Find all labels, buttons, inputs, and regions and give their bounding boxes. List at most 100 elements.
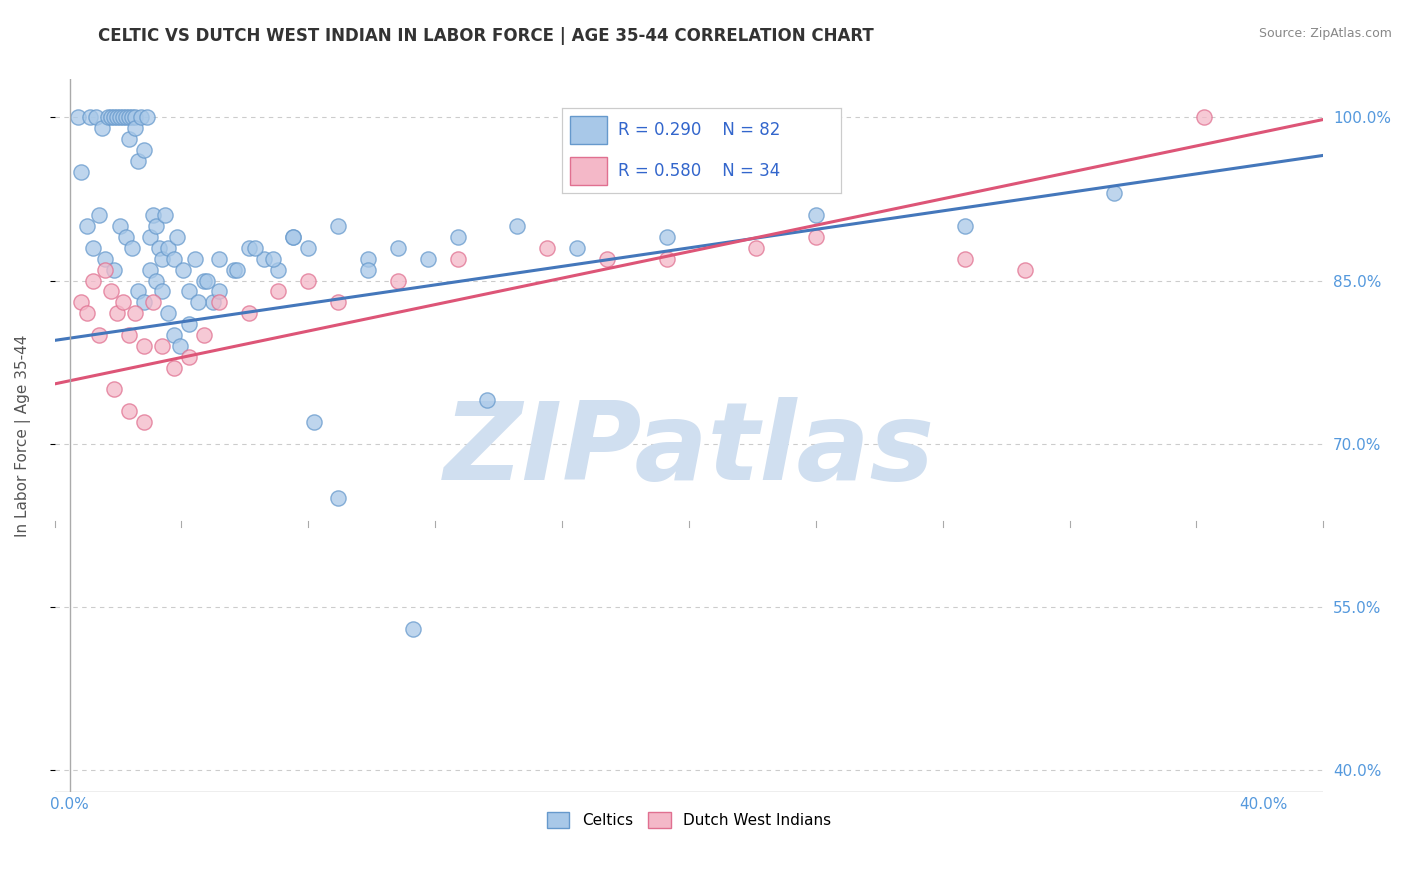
- Point: [177, 317, 200, 331]
- Point: [89, 327, 111, 342]
- Text: CELTIC VS DUTCH WEST INDIAN IN LABOR FORCE | AGE 35-44 CORRELATION CHART: CELTIC VS DUTCH WEST INDIAN IN LABOR FOR…: [98, 27, 875, 45]
- Point: [1192, 111, 1215, 125]
- Point: [76, 219, 98, 233]
- Point: [387, 273, 409, 287]
- Point: [655, 252, 678, 266]
- Point: [201, 295, 224, 310]
- Point: [163, 360, 186, 375]
- Point: [238, 306, 260, 320]
- Point: [177, 285, 200, 299]
- Point: [150, 339, 173, 353]
- Point: [446, 252, 468, 266]
- Point: [208, 252, 231, 266]
- Y-axis label: In Labor Force | Age 35-44: In Labor Force | Age 35-44: [15, 334, 31, 537]
- Point: [283, 230, 305, 244]
- Point: [157, 241, 180, 255]
- Point: [129, 111, 152, 125]
- Point: [94, 252, 117, 266]
- Point: [328, 491, 350, 505]
- Point: [124, 111, 146, 125]
- Point: [86, 111, 108, 125]
- Point: [193, 273, 215, 287]
- Text: ZIPatlas: ZIPatlas: [443, 397, 935, 503]
- Point: [166, 230, 188, 244]
- Point: [446, 230, 468, 244]
- Point: [297, 273, 319, 287]
- Point: [804, 230, 827, 244]
- Point: [70, 295, 93, 310]
- Point: [76, 306, 98, 320]
- Point: [477, 393, 499, 408]
- Point: [103, 111, 125, 125]
- Point: [243, 241, 266, 255]
- Point: [177, 350, 200, 364]
- Point: [142, 208, 165, 222]
- Point: [121, 111, 143, 125]
- Point: [252, 252, 274, 266]
- Point: [103, 262, 125, 277]
- Point: [105, 111, 128, 125]
- Point: [262, 252, 284, 266]
- Point: [297, 241, 319, 255]
- Point: [267, 285, 290, 299]
- Point: [97, 111, 120, 125]
- Point: [357, 262, 380, 277]
- Point: [94, 262, 117, 277]
- Point: [283, 230, 305, 244]
- Point: [105, 306, 128, 320]
- Point: [148, 241, 170, 255]
- Point: [596, 252, 619, 266]
- Point: [745, 241, 768, 255]
- Point: [208, 285, 231, 299]
- Point: [172, 262, 194, 277]
- Point: [82, 273, 104, 287]
- Point: [187, 295, 209, 310]
- Point: [1014, 262, 1036, 277]
- Point: [112, 295, 135, 310]
- Point: [193, 327, 215, 342]
- Point: [115, 111, 138, 125]
- Point: [139, 230, 162, 244]
- Point: [169, 339, 191, 353]
- Point: [110, 111, 132, 125]
- Point: [953, 219, 976, 233]
- Point: [184, 252, 207, 266]
- Point: [150, 285, 173, 299]
- Point: [145, 273, 167, 287]
- Point: [953, 252, 976, 266]
- Point: [1104, 186, 1126, 201]
- Point: [222, 262, 245, 277]
- Point: [565, 241, 588, 255]
- Point: [100, 285, 122, 299]
- Point: [91, 121, 114, 136]
- Point: [79, 111, 101, 125]
- Point: [328, 295, 350, 310]
- Point: [110, 219, 132, 233]
- Point: [115, 230, 138, 244]
- Point: [238, 241, 260, 255]
- Point: [124, 306, 146, 320]
- Point: [118, 327, 141, 342]
- Point: [103, 382, 125, 396]
- Point: [195, 273, 218, 287]
- Point: [136, 111, 159, 125]
- Point: [163, 327, 186, 342]
- Point: [157, 306, 180, 320]
- Point: [304, 415, 326, 429]
- Point: [150, 252, 173, 266]
- Point: [112, 111, 135, 125]
- Point: [153, 208, 176, 222]
- Point: [124, 121, 146, 136]
- Point: [145, 219, 167, 233]
- Point: [134, 295, 156, 310]
- Point: [67, 111, 90, 125]
- Point: [804, 208, 827, 222]
- Point: [121, 241, 143, 255]
- Point: [142, 295, 165, 310]
- Point: [118, 111, 141, 125]
- Point: [127, 153, 149, 168]
- Point: [328, 219, 350, 233]
- Point: [357, 252, 380, 266]
- Legend: Celtics, Dutch West Indians: Celtics, Dutch West Indians: [540, 806, 838, 834]
- Point: [506, 219, 529, 233]
